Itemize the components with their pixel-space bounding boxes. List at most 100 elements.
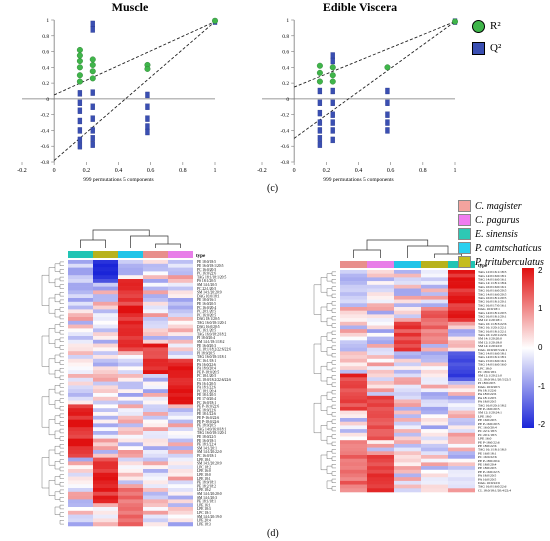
heatmap-cell — [421, 362, 448, 367]
scale-tick: 0 — [538, 343, 543, 352]
heatmap-cell — [93, 309, 118, 314]
heatmap-cell — [448, 321, 475, 326]
row-label: PI 18:0/20:4 — [197, 336, 215, 340]
row-dendrogram — [313, 284, 321, 315]
heatmap-cell — [394, 392, 421, 397]
heatmap-cell — [421, 392, 448, 397]
heatmap-cell — [394, 406, 421, 411]
heatmap-cell — [168, 271, 193, 276]
heatmap-cell — [93, 461, 118, 466]
column-dendrogram — [155, 243, 181, 248]
heatmap-cell — [68, 431, 93, 436]
heatmap-cell — [68, 282, 93, 287]
heatmap-cell — [93, 343, 118, 348]
heatmap-cell — [143, 514, 168, 519]
row-dendrogram — [320, 277, 327, 293]
row-label: LPE 16:0 — [478, 437, 492, 441]
heatmap-cell — [448, 399, 475, 404]
row-label: PC 16:0/22:6 — [197, 272, 216, 276]
heatmap-cell — [93, 469, 118, 474]
heatmap-cell — [394, 414, 421, 419]
heatmap-cell — [93, 522, 118, 527]
heatmap-cell — [168, 488, 193, 493]
heatmap-cell — [448, 429, 475, 434]
row-label: PA 18:1/22:6 — [197, 386, 216, 390]
heatmap-cell — [68, 332, 93, 337]
row-dendrogram — [326, 332, 332, 341]
heatmap-cell — [118, 412, 143, 417]
heatmap-cell — [168, 381, 193, 386]
r2-point — [451, 18, 458, 25]
heatmap-cell — [168, 332, 193, 337]
heatmap-cell — [367, 362, 394, 367]
r2-point — [211, 17, 218, 24]
row-dendrogram — [331, 478, 336, 483]
heatmap-cell — [93, 328, 118, 333]
heatmap-cell — [118, 275, 143, 280]
row-dendrogram — [331, 367, 336, 372]
x-tick-label: 0.4 — [355, 168, 363, 174]
heatmap-cell — [340, 421, 367, 426]
y-tick-label: 0.6 — [282, 50, 289, 56]
heatmap-cell — [118, 522, 143, 527]
heatmap-cell — [68, 313, 93, 318]
row-dendrogram — [331, 449, 336, 454]
heatmap-cell — [93, 495, 118, 500]
heatmap-cell — [168, 279, 193, 284]
q2-point — [145, 115, 150, 122]
heatmap-cell — [367, 366, 394, 371]
row-dendrogram — [54, 415, 60, 424]
heatmap-cell — [143, 320, 168, 325]
row-dendrogram — [326, 362, 332, 371]
heatmap-cell — [143, 309, 168, 314]
row-label: PE 18:0/20:5 — [197, 424, 216, 428]
row-label: TAG 14:0/16:0/18:1 — [197, 427, 226, 431]
heatmap-cell — [68, 453, 93, 458]
heatmap-cell — [448, 455, 475, 459]
heatmap-cell — [168, 442, 193, 447]
row-dendrogram — [54, 430, 60, 439]
heatmap-cell — [68, 518, 93, 523]
heatmap-cell — [93, 476, 118, 481]
heatmap-cell — [367, 307, 394, 311]
row-label: LPE 18:3 — [197, 522, 211, 526]
heatmap-cell — [68, 355, 93, 360]
legend-label: C. pagurus — [475, 214, 520, 226]
heatmap-cell — [394, 273, 421, 278]
heatmap-cell — [168, 434, 193, 439]
q2-point — [385, 87, 390, 95]
heatmap-cell — [93, 298, 118, 303]
heatmap-cell — [168, 438, 193, 443]
heatmap-cell — [168, 347, 193, 352]
heatmap-cell — [340, 443, 367, 448]
heatmap-cell — [118, 294, 143, 299]
heatmap-cell — [448, 366, 475, 371]
type-annotation-cell — [118, 251, 143, 258]
heatmap-cell — [143, 366, 168, 371]
heatmap-cell — [143, 404, 168, 409]
heatmap-cell — [340, 318, 367, 323]
r2-point — [89, 61, 96, 68]
heatmap-cell — [448, 421, 475, 426]
heatmap-cell — [448, 462, 475, 467]
heatmap-cell — [168, 393, 193, 398]
y-tick-label: 0.2 — [282, 81, 289, 87]
heatmap-cell — [143, 427, 168, 432]
heatmap-cell — [168, 419, 193, 424]
heatmap-cell — [394, 432, 421, 437]
heatmap-cell — [118, 419, 143, 424]
q2-point — [77, 99, 83, 106]
heatmap-cell — [143, 396, 168, 401]
row-label: TAG 12:0/16:1/18:3 — [478, 270, 507, 274]
heatmap-cell — [93, 362, 118, 367]
heatmap-cell — [118, 260, 143, 265]
heatmap-cell — [118, 438, 143, 443]
heatmap-cell — [340, 277, 367, 282]
row-label: PA 18:1/22:6 — [478, 389, 497, 393]
row-label: CL 18:0/18:1/20:5/22:5 — [478, 377, 511, 381]
q2-point — [77, 90, 83, 97]
heatmap-cell — [168, 343, 193, 348]
heatmap-cell — [340, 307, 367, 311]
heatmap-cell — [168, 301, 193, 306]
row-dendrogram — [59, 497, 64, 502]
